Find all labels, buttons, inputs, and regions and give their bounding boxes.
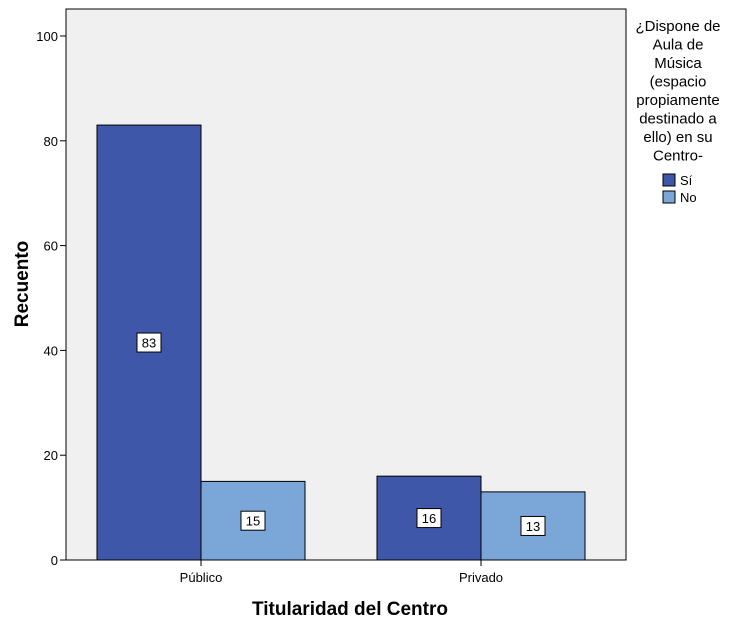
legend-title-line: Centro- bbox=[653, 148, 703, 165]
legend-swatch-sí bbox=[662, 173, 676, 187]
y-tick-label: 80 bbox=[44, 134, 58, 149]
x-tick-label: Privado bbox=[459, 570, 503, 585]
data-label-box bbox=[136, 332, 162, 353]
data-label: 15 bbox=[246, 514, 260, 529]
legend-title-line: destinado a bbox=[639, 111, 717, 128]
y-tick-label: 60 bbox=[44, 239, 58, 254]
legend-title-line: propiamente bbox=[636, 92, 719, 109]
y-tick-label: 0 bbox=[51, 553, 58, 568]
x-axis-title: Titularidad del Centro bbox=[252, 599, 448, 620]
data-label: 13 bbox=[526, 519, 540, 534]
x-axis: Público Privado bbox=[180, 560, 503, 585]
y-axis-title: Recuento bbox=[12, 241, 33, 328]
y-axis: 0 20 40 60 80 100 bbox=[36, 29, 66, 568]
y-tick-label: 40 bbox=[44, 343, 58, 358]
y-tick-label: 100 bbox=[36, 29, 58, 44]
legend-swatch-no bbox=[662, 190, 676, 204]
data-label-box bbox=[416, 508, 442, 529]
y-tick-label: 20 bbox=[44, 448, 58, 463]
data-label-box bbox=[520, 515, 546, 536]
legend-title-line: Música bbox=[654, 55, 702, 72]
legend-title-line: ello) en su bbox=[643, 129, 712, 146]
bars: 83 15 16 13 bbox=[96, 124, 586, 561]
data-label: 16 bbox=[422, 511, 436, 526]
legend-title-line: Aula de bbox=[653, 37, 704, 54]
data-label-box bbox=[240, 510, 266, 531]
legend-label: Sí bbox=[680, 173, 693, 188]
data-label: 83 bbox=[142, 336, 156, 351]
x-tick-label: Público bbox=[180, 570, 223, 585]
legend-label: No bbox=[680, 190, 697, 205]
legend-title-line: (espacio bbox=[650, 74, 707, 91]
legend-title-line: ¿Dispone de bbox=[635, 18, 720, 35]
